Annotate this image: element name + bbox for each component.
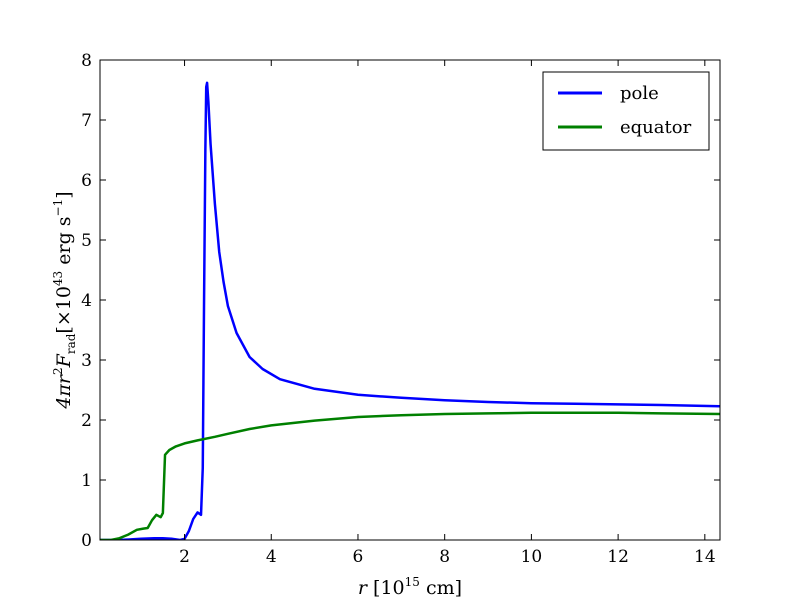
series-line-equator [100,411,720,540]
x-axis-label: r [1015 cm] [358,575,462,599]
y-tick-label: 4 [81,291,92,311]
x-tick-label: 4 [266,547,277,567]
y-tick-label: 8 [81,51,92,71]
legend-label-equator: equator [620,117,692,138]
y-tick-label: 3 [81,351,92,371]
series-layer [100,81,720,540]
y-tick-label: 1 [81,471,92,491]
x-tick-label: 6 [353,547,364,567]
y-tick-label: 6 [81,171,92,191]
x-tick-label: 8 [439,547,450,567]
series-line-pole [100,81,720,540]
legend: pole equator [542,71,710,151]
y-tick-label: 2 [81,411,92,431]
x-tick-label: 12 [607,547,629,567]
y-tick-label: 5 [81,231,92,251]
x-tick-label: 2 [179,547,190,567]
legend-box [542,71,710,151]
y-axis-label: 4πr2Frad[×1043 erg s−1] [51,191,78,409]
legend-label-pole: pole [620,83,659,104]
x-tick-label: 10 [521,547,543,567]
y-tick-label: 0 [81,531,92,551]
y-tick-label: 7 [81,111,92,131]
x-tick-label: 14 [694,547,716,567]
